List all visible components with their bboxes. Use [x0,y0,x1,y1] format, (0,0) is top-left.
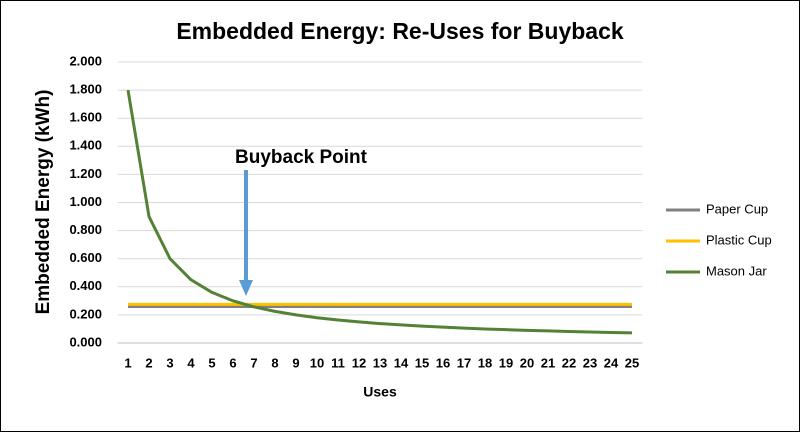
x-tick-label: 7 [250,355,257,370]
y-tick-label: 1.200 [69,166,102,181]
x-tick-label: 16 [436,355,450,370]
x-tick-label: 24 [604,355,619,370]
legend-label: Paper Cup [706,201,768,216]
x-tick-label: 5 [208,355,215,370]
x-tick-label: 11 [331,355,345,370]
y-tick-label: 0.600 [69,250,102,265]
x-tick-label: 25 [625,355,639,370]
x-tick-label: 6 [229,355,236,370]
x-tick-label: 20 [520,355,534,370]
x-tick-label: 15 [415,355,429,370]
arrow-head [239,280,253,296]
x-tick-label: 21 [541,355,555,370]
x-tick-label: 3 [166,355,173,370]
plot-area: 0.000 0.200 0.400 0.600 0.800 1.000 1.200 1.400… [69,53,771,370]
x-tick-label: 12 [352,355,366,370]
y-tick-label: 0.200 [69,306,102,321]
chart-title: Embedded Energy: Re-Uses for Buyback [176,18,624,44]
x-tick-label: 13 [373,355,387,370]
legend-label: Mason Jar [706,263,767,278]
x-tick-label: 22 [562,355,576,370]
y-tick-label: 1.800 [69,82,102,97]
x-tick-label: 10 [310,355,324,370]
x-tick-label: 17 [457,355,471,370]
y-tick-label: 0.000 [69,334,102,349]
y-axis-label: Embedded Energy (kWh) [33,90,54,315]
x-tick-label: 23 [583,355,597,370]
x-tick-label: 2 [145,355,152,370]
x-axis-label: Uses [363,384,397,400]
y-tick-label: 1.400 [69,138,102,153]
y-tick-label: 0.400 [69,278,102,293]
y-tick-label: 1.600 [69,110,102,125]
x-tick-label: 8 [271,355,278,370]
annotation-arrow [239,170,253,296]
y-tick-label: 1.000 [69,194,102,209]
annotation: Buyback Point [235,147,368,168]
y-tick-label: 0.800 [69,222,102,237]
series-line [126,89,633,335]
x-tick-label: 14 [394,355,409,370]
x-tick-label: 4 [187,355,195,370]
x-tick-label: 18 [478,355,492,370]
x-tick-label: 1 [124,355,131,370]
y-tick-label: 2.000 [69,53,102,68]
legend-label: Plastic Cup [706,232,772,247]
x-tick-label: 19 [499,355,513,370]
x-tick-label: 9 [292,355,299,370]
